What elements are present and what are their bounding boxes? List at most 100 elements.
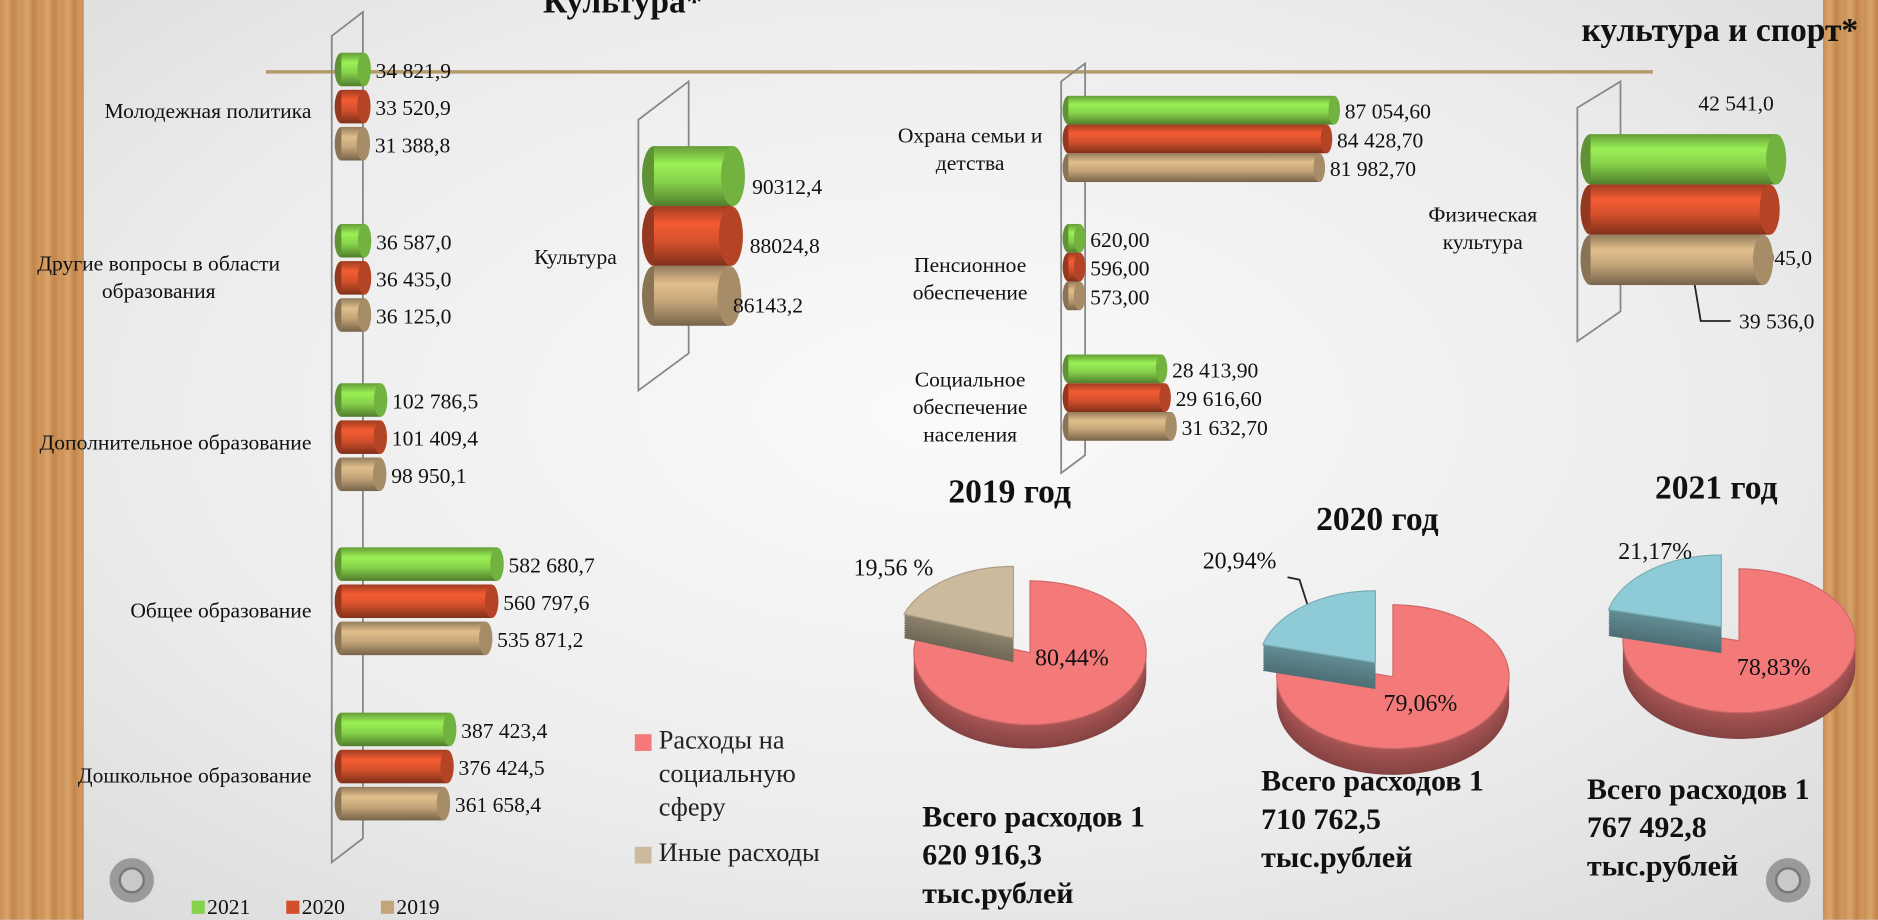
bar-cap (357, 223, 372, 258)
screw (1762, 854, 1814, 907)
value-label: 36 587,0 (376, 230, 451, 254)
total-annotation: Всего расходов 1 620 916,3 тыс.рублей (922, 801, 1145, 911)
bar (341, 621, 486, 656)
bar (1068, 95, 1335, 125)
bar (341, 584, 492, 619)
legend-swatch (634, 846, 652, 864)
bar-cap (1766, 134, 1787, 185)
bar (1068, 354, 1162, 384)
category-label: Дополнительное образование (39, 430, 312, 455)
value-label: 29 616,60 (1176, 387, 1262, 411)
value-label: 101 409,4 (392, 427, 478, 451)
value-label: 33 520,9 (375, 96, 450, 120)
plane (1576, 79, 1622, 344)
value-label: 596,00 (1090, 257, 1149, 281)
value-label: 42 541,0 (1698, 91, 1773, 115)
value-label: 21,17% (1618, 539, 1692, 565)
bar (1068, 124, 1327, 154)
bar-cap (721, 146, 745, 207)
value-label: 560 797,6 (503, 591, 589, 615)
value-label: 19,56 % (854, 556, 934, 582)
pie-slice (1276, 604, 1510, 750)
value-label: 80,44% (1035, 645, 1109, 671)
legend-label: 2019 (396, 895, 439, 919)
bar (1068, 412, 1172, 441)
pie-slice (903, 565, 1015, 639)
chart-title: 2020 год (1316, 501, 1439, 538)
bar (653, 206, 731, 266)
value-label: 20,94% (1203, 548, 1277, 574)
value-label: 34 821,9 (376, 59, 451, 83)
value-label: 36 435,0 (376, 267, 451, 291)
category-label: Социальное обеспечение населения (912, 367, 1028, 447)
bar-cap (440, 749, 454, 784)
value-label: 87 054,60 (1345, 100, 1431, 124)
value-label: 90312,4 (752, 175, 822, 199)
wood-border (1822, 0, 1878, 920)
pie-slice (1622, 568, 1856, 714)
value-label: 102 786,5 (392, 390, 478, 414)
bar-cap (1073, 252, 1086, 282)
plane (1060, 61, 1087, 475)
bar-cap (357, 52, 371, 87)
value-label: 98 950,1 (391, 464, 466, 488)
chart-title: Культура* (543, 0, 703, 20)
screw (105, 854, 158, 907)
bar-cap (1753, 234, 1774, 286)
value-label: 78,83% (1737, 655, 1811, 681)
bar-cap (1073, 281, 1086, 311)
bar (1068, 153, 1320, 183)
bar-cap (356, 126, 371, 161)
total-annotation: Всего расходов 1 710 762,5 тыс.рублей (1261, 765, 1484, 875)
value-label: 376 424,5 (459, 756, 545, 780)
leader-line (1691, 270, 1731, 322)
total-annotation: Всего расходов 1 767 492,8 тыс.рублей (1586, 773, 1810, 883)
bar-cap (1155, 354, 1168, 384)
pie-slice (1607, 554, 1722, 628)
bar (1590, 234, 1764, 286)
bar-cap (373, 420, 388, 454)
category-label: Молодежная политика (104, 98, 312, 123)
legend-label: Иные расходы (658, 837, 820, 868)
bar-cap (373, 457, 387, 492)
bar-cap (1320, 124, 1333, 154)
category-label: Физическая культура (1428, 202, 1538, 254)
category-label: Другие вопросы в области образования (37, 251, 281, 304)
bar-cap (1159, 383, 1171, 413)
wood-border (0, 0, 84, 920)
value-label: 28 413,90 (1172, 358, 1258, 382)
bar-cap (1328, 95, 1340, 125)
legend-swatch (634, 734, 652, 751)
chart-title: 2019 год (948, 473, 1071, 510)
value-label: 573,00 (1090, 285, 1149, 309)
bar (341, 547, 498, 581)
value-label: 79,06% (1384, 691, 1458, 717)
bar-cap (442, 712, 457, 747)
value-label: 582 680,7 (509, 554, 595, 578)
pie-slice (913, 580, 1147, 726)
value-label: 36 125,0 (376, 305, 451, 329)
value-label: 31 632,70 (1182, 416, 1268, 440)
bar-cap (717, 265, 742, 326)
legend-label: Расходы на социальную сферу (658, 724, 796, 822)
value-label: 81 982,70 (1330, 157, 1416, 181)
leader-line (1287, 576, 1309, 607)
bar-cap (1074, 223, 1086, 253)
bar (1590, 134, 1777, 185)
chart-title: 2021 год (1655, 470, 1778, 507)
bar-cap (357, 261, 372, 295)
value-label: 31 388,8 (375, 133, 450, 157)
bar-cap (478, 621, 493, 656)
bar-cap (490, 547, 504, 581)
legend-swatch (286, 900, 300, 914)
value-label: 39 536,0 (1739, 309, 1814, 333)
bar-cap (436, 786, 451, 821)
bar (653, 146, 733, 207)
category-label: Дошкольное образование (77, 763, 312, 788)
category-label: Охрана семьи и детства (897, 123, 1043, 175)
value-label: 88024,8 (750, 234, 820, 258)
category-label: Культура (534, 244, 617, 269)
bar-cap (1759, 184, 1780, 235)
bar (1068, 383, 1166, 413)
